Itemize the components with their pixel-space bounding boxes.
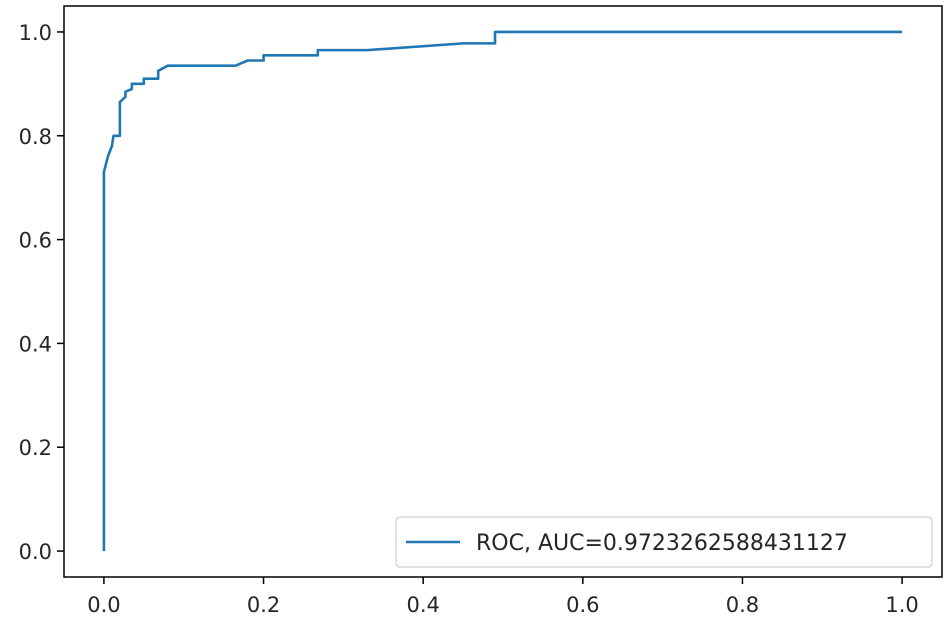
legend-label: ROC, AUC=0.9723262588431127 bbox=[476, 531, 848, 556]
x-tick-label: 0.2 bbox=[247, 593, 280, 617]
y-tick-label: 1.0 bbox=[19, 21, 52, 45]
legend-box bbox=[395, 516, 933, 568]
x-tick-label: 0.6 bbox=[566, 593, 599, 617]
y-tick-label: 0.2 bbox=[19, 436, 52, 460]
plot-frame bbox=[63, 5, 943, 578]
y-tick-label: 0.8 bbox=[19, 125, 52, 149]
legend: ROC, AUC=0.9723262588431127 bbox=[395, 516, 933, 568]
x-tick-label: 0.8 bbox=[726, 593, 759, 617]
y-tick-label: 0.6 bbox=[19, 229, 52, 253]
y-tick-label: 0.0 bbox=[19, 540, 52, 564]
series-layer bbox=[102, 30, 903, 552]
roc-curve-line bbox=[102, 30, 903, 552]
x-tick-label: 0.0 bbox=[87, 593, 120, 617]
x-tick-label: 1.0 bbox=[885, 593, 918, 617]
y-tick-label: 0.4 bbox=[19, 332, 52, 356]
tick-layer: 0.0 0.2 0.4 0.6 0.8 1.0 0.0 0.2 0.4 0.6 0.8 1.0 bbox=[19, 21, 919, 617]
x-tick-label: 0.4 bbox=[406, 593, 439, 617]
